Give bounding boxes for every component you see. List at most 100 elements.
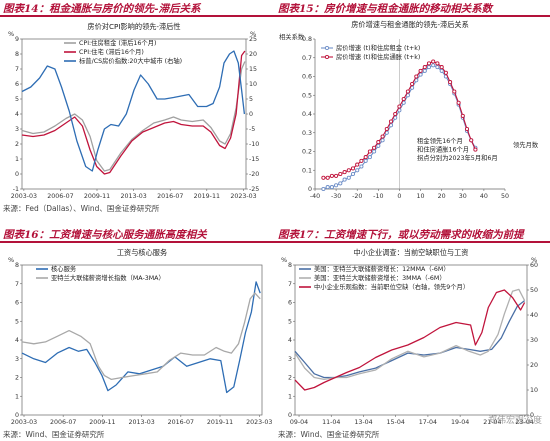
- series-2-point: [410, 81, 415, 87]
- y-right-axis-label: %: [250, 30, 256, 38]
- series-2-point: [376, 140, 381, 145]
- chart-header-text: 图表15：房价增速与租金通胀的移动相关系数: [278, 3, 493, 15]
- y-tick-label: 0.2: [302, 149, 312, 156]
- series-2-point: [334, 173, 339, 178]
- x-tick-label: 2013-03: [128, 419, 154, 426]
- x-tick-label: 30: [459, 193, 467, 200]
- y-axis-label: 相关系数: [279, 32, 305, 41]
- chart-16-svg: 工资与核心服务 0 1 2 3 4 5 6 7 8% 2003-03 2006-07 2009-11 20…: [8, 248, 272, 426]
- x-tick-label: 13-04: [354, 419, 372, 426]
- series-1-point: [376, 143, 381, 148]
- y-tick-label: 8: [15, 262, 19, 269]
- series-2-point: [448, 80, 453, 85]
- series-2-point: [397, 104, 402, 109]
- chart-title: 中小企业调查：当前空缺职位与工资: [353, 248, 468, 257]
- chart-header: 图表17：工资增速下行，或以劳动需求的收缩为前提: [275, 226, 550, 243]
- y-tick-label: 1: [288, 393, 292, 400]
- y-tick-label: 0.6: [302, 74, 312, 81]
- x-tick-label: -10: [373, 193, 383, 200]
- y-right-tick-label: 0: [530, 412, 534, 419]
- legend-marker: [324, 54, 330, 60]
- series-1-point: [422, 68, 427, 73]
- x-tick-label: 15-04: [387, 419, 405, 426]
- series-2-point: [460, 113, 465, 118]
- chart-panel-16: 图表16：工资增速与核心服务通胀高度相关 工资与核心服务 0 1 2 3 4 5 6 7 8% 20…: [0, 226, 275, 439]
- legend-marker: [324, 45, 330, 51]
- x-tick-label: 0: [397, 193, 401, 200]
- series-2-point: [342, 170, 347, 175]
- series-1-point: [350, 171, 356, 177]
- chart-header-text: 图表17：工资增速下行，或以劳动需求的收缩为前提: [278, 229, 524, 241]
- chart-source: 来源：Fed（Dallas）、Wind、国金证券研究所: [3, 204, 160, 213]
- y-tick-label: 7: [15, 281, 19, 288]
- series-2-point: [456, 100, 461, 105]
- x-tick-label: 2013-03: [121, 193, 147, 200]
- x-tick-label: 2003-03: [11, 419, 37, 426]
- series-1-point: [426, 65, 432, 70]
- y-right-tick-label: 5: [249, 96, 253, 103]
- y-axis-label: %: [8, 256, 14, 264]
- y-tick-label: 5: [15, 318, 19, 325]
- series-2-point: [452, 89, 457, 94]
- series-2-point: [384, 126, 389, 132]
- x-tick-label: 2023-03: [246, 419, 272, 426]
- x-tick-label: 2016-07: [168, 419, 194, 426]
- series-line-3: [294, 289, 526, 391]
- plot-frame: [21, 264, 263, 416]
- legend-label: 美国：亚特兰大联储薪资增长：3MMA（-6M）: [314, 273, 446, 282]
- series-1-point: [334, 183, 339, 188]
- y-tick-label: 0: [15, 412, 19, 419]
- series-2-point: [367, 149, 372, 154]
- series-2-point: [325, 175, 330, 180]
- y-tick-label: 0: [308, 186, 312, 193]
- y-tick-label: 5: [288, 318, 292, 325]
- series-1-point: [342, 177, 347, 182]
- series-2-point: [422, 65, 427, 70]
- y-tick-label: 3: [15, 356, 19, 363]
- y-tick-label: 0.3: [302, 130, 312, 137]
- x-tick-label: 2019-11: [194, 193, 220, 200]
- legend-label: CPI:住房租金 (滞后16个月): [79, 38, 156, 47]
- series-line-2: [21, 292, 261, 381]
- series-1-point: [380, 138, 385, 143]
- y-tick-label: 1: [15, 393, 19, 400]
- chart-source: 来源：Wind、国金证券研究所: [3, 430, 105, 439]
- series-1-point: [325, 185, 330, 190]
- series-2-point: [464, 126, 470, 132]
- y-right-tick-label: 15: [249, 66, 257, 73]
- x-axis-label: 领先月数: [513, 140, 539, 149]
- chart-source: 来源：Wind、国金证券研究所: [278, 430, 380, 439]
- y-tick-label: 3: [15, 126, 19, 133]
- x-tick-label: 20: [438, 193, 446, 200]
- series-line-1: [21, 61, 246, 172]
- series-1-point: [372, 149, 377, 154]
- y-right-axis-label: %: [531, 256, 537, 264]
- series-2-point: [418, 68, 423, 73]
- series-2-point: [469, 138, 474, 143]
- series-1-point: [338, 181, 343, 186]
- y-right-tick-label: 40: [530, 312, 538, 319]
- series-2-point: [359, 158, 364, 163]
- annotation-text: 和住房通胀16个月: [417, 145, 469, 154]
- chart-title: 房价对CPI影响的领先-滞后性: [87, 22, 180, 31]
- legend-label: 中小企业乐观指数：当前职位空缺（右轴，领先9个月）: [314, 282, 469, 291]
- series-1-point: [367, 155, 372, 160]
- y-tick-label: 0: [15, 171, 19, 178]
- y-tick-label: 4: [15, 111, 19, 118]
- y-tick-label: 1: [15, 156, 19, 163]
- chart-header-text: 图表16：工资增速与核心服务通胀高度相关: [3, 229, 207, 241]
- y-tick-label: 0.5: [302, 92, 312, 99]
- y-tick-label: 0.1: [302, 167, 312, 174]
- chart-panel-15: 图表15：房价增速与租金通胀的移动相关系数 房价增速与租金通胀的领先-滞后关系相…: [275, 0, 550, 201]
- series-2-point: [363, 155, 368, 160]
- x-tick-label: 2006-07: [50, 419, 76, 426]
- x-tick-label: 21-04: [483, 419, 501, 426]
- chart-title: 工资与核心服务: [117, 248, 167, 257]
- chart-title: 房价增速与租金通胀的领先-滞后关系: [351, 20, 469, 29]
- chart-header: 图表15：房价增速与租金通胀的移动相关系数: [275, 0, 550, 17]
- series-2-point: [426, 61, 432, 66]
- chart-panel-14: 图表14：租金通胀与房价的领先-滞后关系 房价对CPI影响的领先-滞后性 -1 0 1…: [0, 0, 275, 213]
- y-tick-label: 5: [15, 96, 19, 103]
- chart-17-svg: 中小企业调查：当前空缺职位与工资 0 1 2 3 4 5 6 7 8% 0 10 20 30 40 50 60%…: [281, 248, 538, 426]
- y-tick-label: 4: [288, 337, 292, 344]
